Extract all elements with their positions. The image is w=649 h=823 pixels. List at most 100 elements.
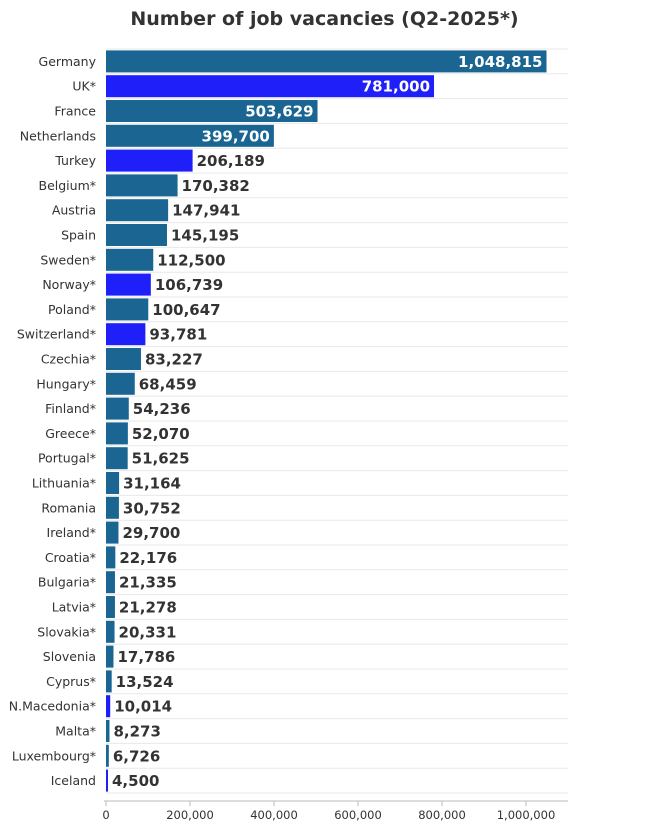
bar xyxy=(106,744,109,767)
x-tick-label: 800,000 xyxy=(418,808,466,822)
category-label: Slovakia* xyxy=(37,624,96,639)
bar xyxy=(106,75,435,98)
category-label: Greece* xyxy=(45,426,96,441)
category-label: Croatia* xyxy=(45,550,96,565)
value-label: 29,700 xyxy=(122,524,180,542)
bar xyxy=(106,372,135,395)
bar xyxy=(106,769,108,792)
value-label: 6,726 xyxy=(113,747,160,765)
value-label: 10,014 xyxy=(114,698,172,716)
value-label: 206,189 xyxy=(197,152,265,170)
category-label: Hungary* xyxy=(36,376,96,391)
bar xyxy=(106,124,274,147)
bar xyxy=(106,273,151,296)
value-label: 145,195 xyxy=(171,227,239,245)
category-label: Cyprus* xyxy=(46,674,96,689)
category-label: Romania xyxy=(41,500,96,515)
value-label: 30,752 xyxy=(123,499,181,517)
category-label: France xyxy=(54,104,96,119)
value-label: 17,786 xyxy=(117,648,175,666)
category-label: Spain xyxy=(61,228,96,243)
value-label: 51,625 xyxy=(132,450,190,468)
category-label: Finland* xyxy=(45,401,96,416)
category-label: N.Macedonia* xyxy=(9,699,96,714)
value-label: 1,048,815 xyxy=(458,53,542,71)
grid-layer xyxy=(106,48,568,794)
category-label: Lithuania* xyxy=(32,476,96,491)
value-label: 20,331 xyxy=(119,623,177,641)
bar xyxy=(106,100,318,122)
category-label: Luxembourg* xyxy=(12,748,96,763)
value-label: 147,941 xyxy=(172,202,240,220)
x-tick-label: 200,000 xyxy=(166,808,214,822)
bar xyxy=(106,149,193,172)
category-label: Poland* xyxy=(48,302,96,317)
value-label: 54,236 xyxy=(133,400,191,418)
category-label: Netherlands xyxy=(20,128,96,143)
category-label: Switzerland* xyxy=(17,327,96,342)
bar xyxy=(106,224,167,246)
value-label: 503,629 xyxy=(245,103,313,121)
bar xyxy=(106,496,119,519)
bar xyxy=(106,447,128,470)
bar xyxy=(106,596,115,618)
value-label: 100,647 xyxy=(152,301,220,319)
value-label: 399,700 xyxy=(202,127,270,145)
x-tick-label: 600,000 xyxy=(334,808,382,822)
bar xyxy=(106,397,129,420)
bar xyxy=(106,174,178,197)
category-label: Bulgaria* xyxy=(38,575,96,590)
value-label: 781,000 xyxy=(362,78,430,96)
value-label: 31,164 xyxy=(123,475,181,493)
category-label: Czechia* xyxy=(41,352,96,367)
chart-title: Number of job vacancies (Q2-2025*) xyxy=(130,8,519,30)
labels-layer: Germany 1,048,815 UK* 781,000 France 503,629 N… xyxy=(9,53,543,790)
bar xyxy=(106,571,115,594)
bar xyxy=(106,521,119,544)
x-tick-label: 400,000 xyxy=(250,808,298,822)
bar xyxy=(106,298,149,321)
bar xyxy=(106,546,116,569)
x-axis: 0 200,000 400,000 600,000 800,000 1,000,000 xyxy=(102,800,568,822)
value-label: 13,524 xyxy=(116,673,174,691)
category-label: Turkey xyxy=(54,153,96,168)
bar xyxy=(106,248,154,271)
bar xyxy=(106,645,114,668)
value-label: 93,781 xyxy=(149,326,207,344)
category-label: Slovenia xyxy=(43,649,96,664)
bars-layer xyxy=(106,50,547,792)
bar xyxy=(106,695,111,718)
value-label: 170,382 xyxy=(182,177,250,195)
value-label: 4,500 xyxy=(112,772,159,790)
category-label: Latvia* xyxy=(52,600,96,615)
bar xyxy=(106,50,547,73)
category-label: Malta* xyxy=(55,724,96,739)
bar xyxy=(106,670,112,693)
bar xyxy=(106,422,128,445)
value-label: 21,278 xyxy=(119,599,177,617)
category-label: Austria xyxy=(52,203,96,218)
bar xyxy=(106,348,141,370)
value-label: 21,335 xyxy=(119,574,177,592)
value-label: 83,227 xyxy=(145,351,203,369)
category-label: Portugal* xyxy=(38,451,96,466)
category-label: UK* xyxy=(72,79,96,94)
category-label: Iceland xyxy=(51,773,96,788)
x-tick-label: 1,000,000 xyxy=(497,808,556,822)
value-label: 8,273 xyxy=(113,723,160,741)
value-label: 112,500 xyxy=(157,251,225,269)
bar xyxy=(106,199,169,222)
category-label: Belgium* xyxy=(39,178,97,193)
bar xyxy=(106,620,115,643)
category-label: Germany xyxy=(39,54,97,69)
x-tick-label: 0 xyxy=(102,808,109,822)
bar xyxy=(106,720,110,742)
bar xyxy=(106,472,120,494)
value-label: 68,459 xyxy=(139,375,197,393)
category-label: Norway* xyxy=(42,277,96,292)
value-label: 106,739 xyxy=(155,276,223,294)
category-label: Ireland* xyxy=(47,525,96,540)
value-label: 22,176 xyxy=(119,549,177,567)
bar xyxy=(106,323,146,346)
